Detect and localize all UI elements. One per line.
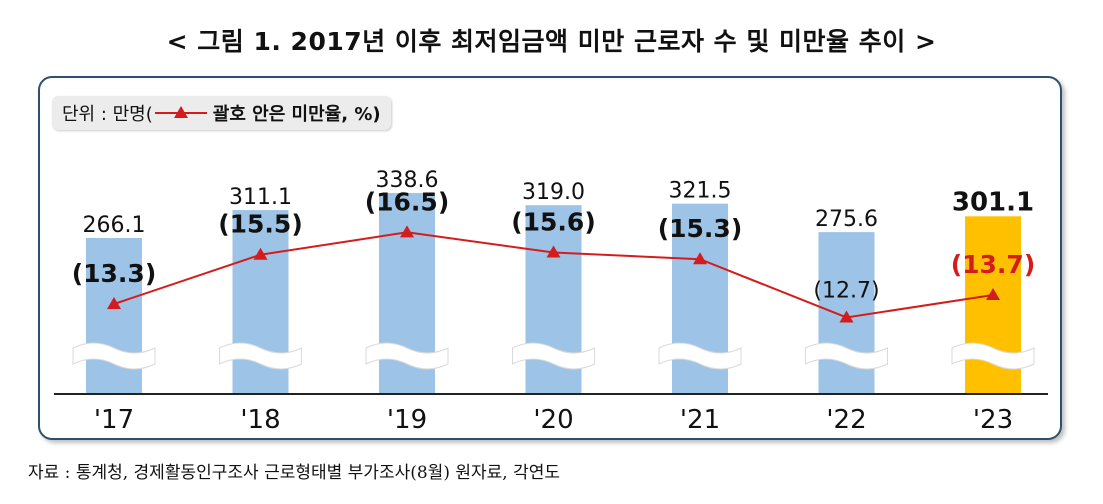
value-label-6: 301.1 xyxy=(952,187,1034,217)
axis-break-1 xyxy=(219,342,302,370)
rate-marker-6 xyxy=(986,288,1000,301)
rate-marker-2 xyxy=(400,225,414,238)
value-label-3: 319.0 xyxy=(522,180,585,205)
axis-break-5 xyxy=(805,342,888,370)
axis-break-6 xyxy=(951,342,1035,370)
rate-label-0: (13.3) xyxy=(72,259,157,288)
x-tick-label-1: '18 xyxy=(240,405,280,435)
unit-prefix: 단위 : 만명( xyxy=(62,104,153,125)
rate-label-3: (15.6) xyxy=(511,207,596,236)
axis-break-4 xyxy=(658,342,742,370)
x-tick-label-2: '19 xyxy=(387,405,427,435)
rate-marker-4 xyxy=(693,252,707,265)
value-label-0: 266.1 xyxy=(83,213,146,238)
rate-label-2: (16.5) xyxy=(365,187,450,216)
rate-marker-0 xyxy=(107,297,121,309)
x-tick-label-4: '21 xyxy=(680,405,720,435)
rate-label-1: (15.5) xyxy=(218,210,303,239)
value-label-5: 275.6 xyxy=(815,207,878,232)
rate-label-5: (12.7) xyxy=(813,278,879,303)
rate-label-6: (13.7) xyxy=(951,250,1036,279)
value-label-1: 311.1 xyxy=(229,185,292,210)
rate-marker-3 xyxy=(546,245,561,258)
x-tick-label-5: '22 xyxy=(826,405,866,435)
chart-title: < 그림 1. 2017년 이후 최저임금액 미만 근로자 수 및 미만율 추이… xyxy=(166,27,937,56)
axis-break-2 xyxy=(365,342,449,370)
unit-legend: 단위 : 만명( 괄호 안은 미만율, %) xyxy=(52,96,391,130)
rate-label-4: (15.3) xyxy=(658,214,743,243)
x-tick-label-0: '17 xyxy=(94,405,134,435)
rate-marker-5 xyxy=(839,310,854,323)
legend-label: 괄호 안은 미만율, %) xyxy=(212,104,381,125)
triangle-marker-legend-icon xyxy=(154,106,207,120)
axis-break-0 xyxy=(72,342,156,370)
axis-break-3 xyxy=(512,342,595,370)
rate-marker-1 xyxy=(253,247,268,260)
value-label-2: 338.6 xyxy=(376,168,439,193)
value-label-4: 321.5 xyxy=(669,179,732,204)
x-tick-label-3: '20 xyxy=(533,405,573,435)
source-note: 자료 : 통계청, 경제활동인구조사 근로형태별 부가조사(8월) 원자료, 각… xyxy=(28,463,561,483)
x-tick-label-6: '23 xyxy=(973,405,1013,435)
